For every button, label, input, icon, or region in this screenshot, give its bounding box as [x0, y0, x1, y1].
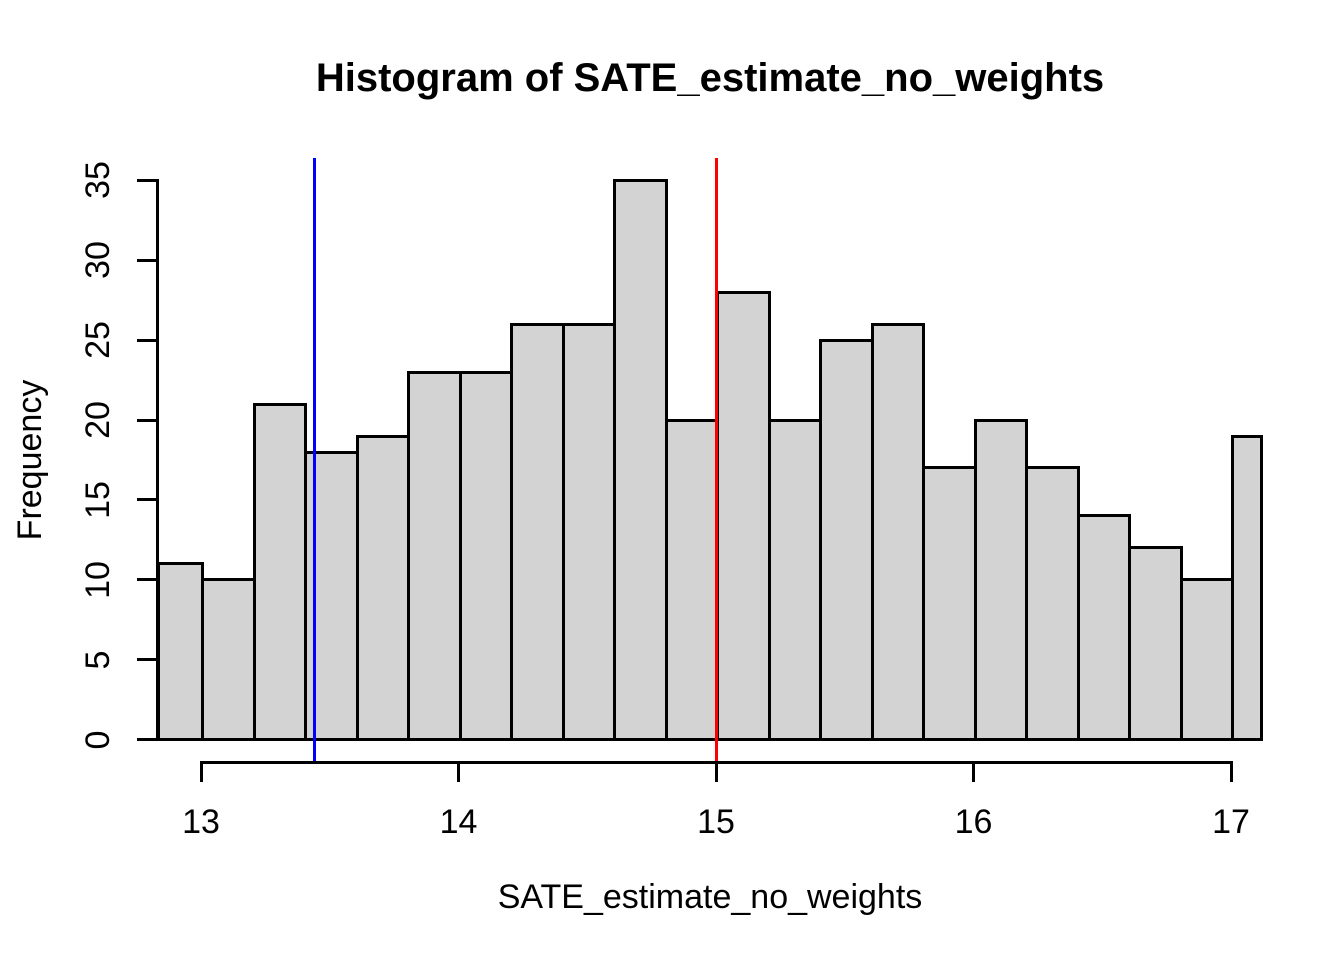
x-tick: [972, 762, 976, 782]
y-tick: [137, 418, 157, 422]
y-tick-label: 30: [79, 241, 117, 280]
histogram-bar: [1025, 466, 1080, 742]
x-tick-label: 13: [182, 803, 220, 841]
x-tick-label: 15: [697, 803, 735, 841]
histogram-bar: [1179, 578, 1235, 742]
histogram-bar: [458, 370, 514, 742]
x-tick: [1229, 762, 1233, 782]
y-tick: [137, 338, 157, 342]
histogram-bar: [355, 434, 411, 742]
y-tick: [137, 578, 157, 582]
histogram-bar: [922, 466, 977, 742]
y-tick: [137, 498, 157, 502]
y-tick: [137, 738, 157, 742]
histogram-bar: [252, 402, 308, 742]
y-tick-label: 0: [79, 730, 117, 750]
y-tick-label: 5: [79, 650, 117, 670]
x-tick-label: 16: [954, 803, 993, 841]
x-tick: [457, 762, 461, 782]
histogram-bar: [767, 418, 823, 742]
x-tick: [199, 762, 203, 782]
y-axis-line: [155, 178, 159, 742]
histogram-bar: [819, 338, 874, 742]
histogram-bar: [716, 290, 771, 742]
histogram-bar: [870, 322, 926, 742]
y-tick-label: 15: [79, 481, 117, 519]
blue-reference-line: [312, 158, 316, 762]
y-tick-label: 35: [79, 161, 117, 200]
histogram-bar: [510, 322, 565, 742]
y-tick: [137, 658, 157, 662]
plot-area: [157, 158, 1263, 762]
x-tick-label: 14: [439, 803, 478, 841]
y-tick-label: 20: [79, 401, 117, 439]
red-reference-line: [714, 158, 718, 762]
histogram-bar: [561, 322, 617, 742]
histogram-bar: [157, 562, 205, 742]
x-axis-label: SATE_estimate_no_weights: [497, 878, 923, 916]
y-tick-label: 25: [79, 321, 117, 360]
histogram-bar: [613, 178, 668, 742]
x-tick-label: 17: [1212, 803, 1250, 841]
y-tick-label: 10: [79, 560, 117, 599]
y-tick: [137, 258, 157, 262]
y-tick: [137, 178, 157, 182]
histogram-bar: [664, 418, 720, 742]
histogram-bar: [1231, 434, 1263, 742]
histogram-bar: [973, 418, 1029, 742]
chart-title: Histogram of SATE_estimate_no_weights: [315, 56, 1105, 100]
histogram-bar: [1076, 514, 1132, 742]
y-axis-label: Frequency: [11, 379, 49, 541]
histogram-bar: [1128, 546, 1183, 742]
x-tick: [714, 762, 718, 782]
histogram-bar: [407, 370, 462, 742]
histogram-bar: [201, 578, 256, 742]
